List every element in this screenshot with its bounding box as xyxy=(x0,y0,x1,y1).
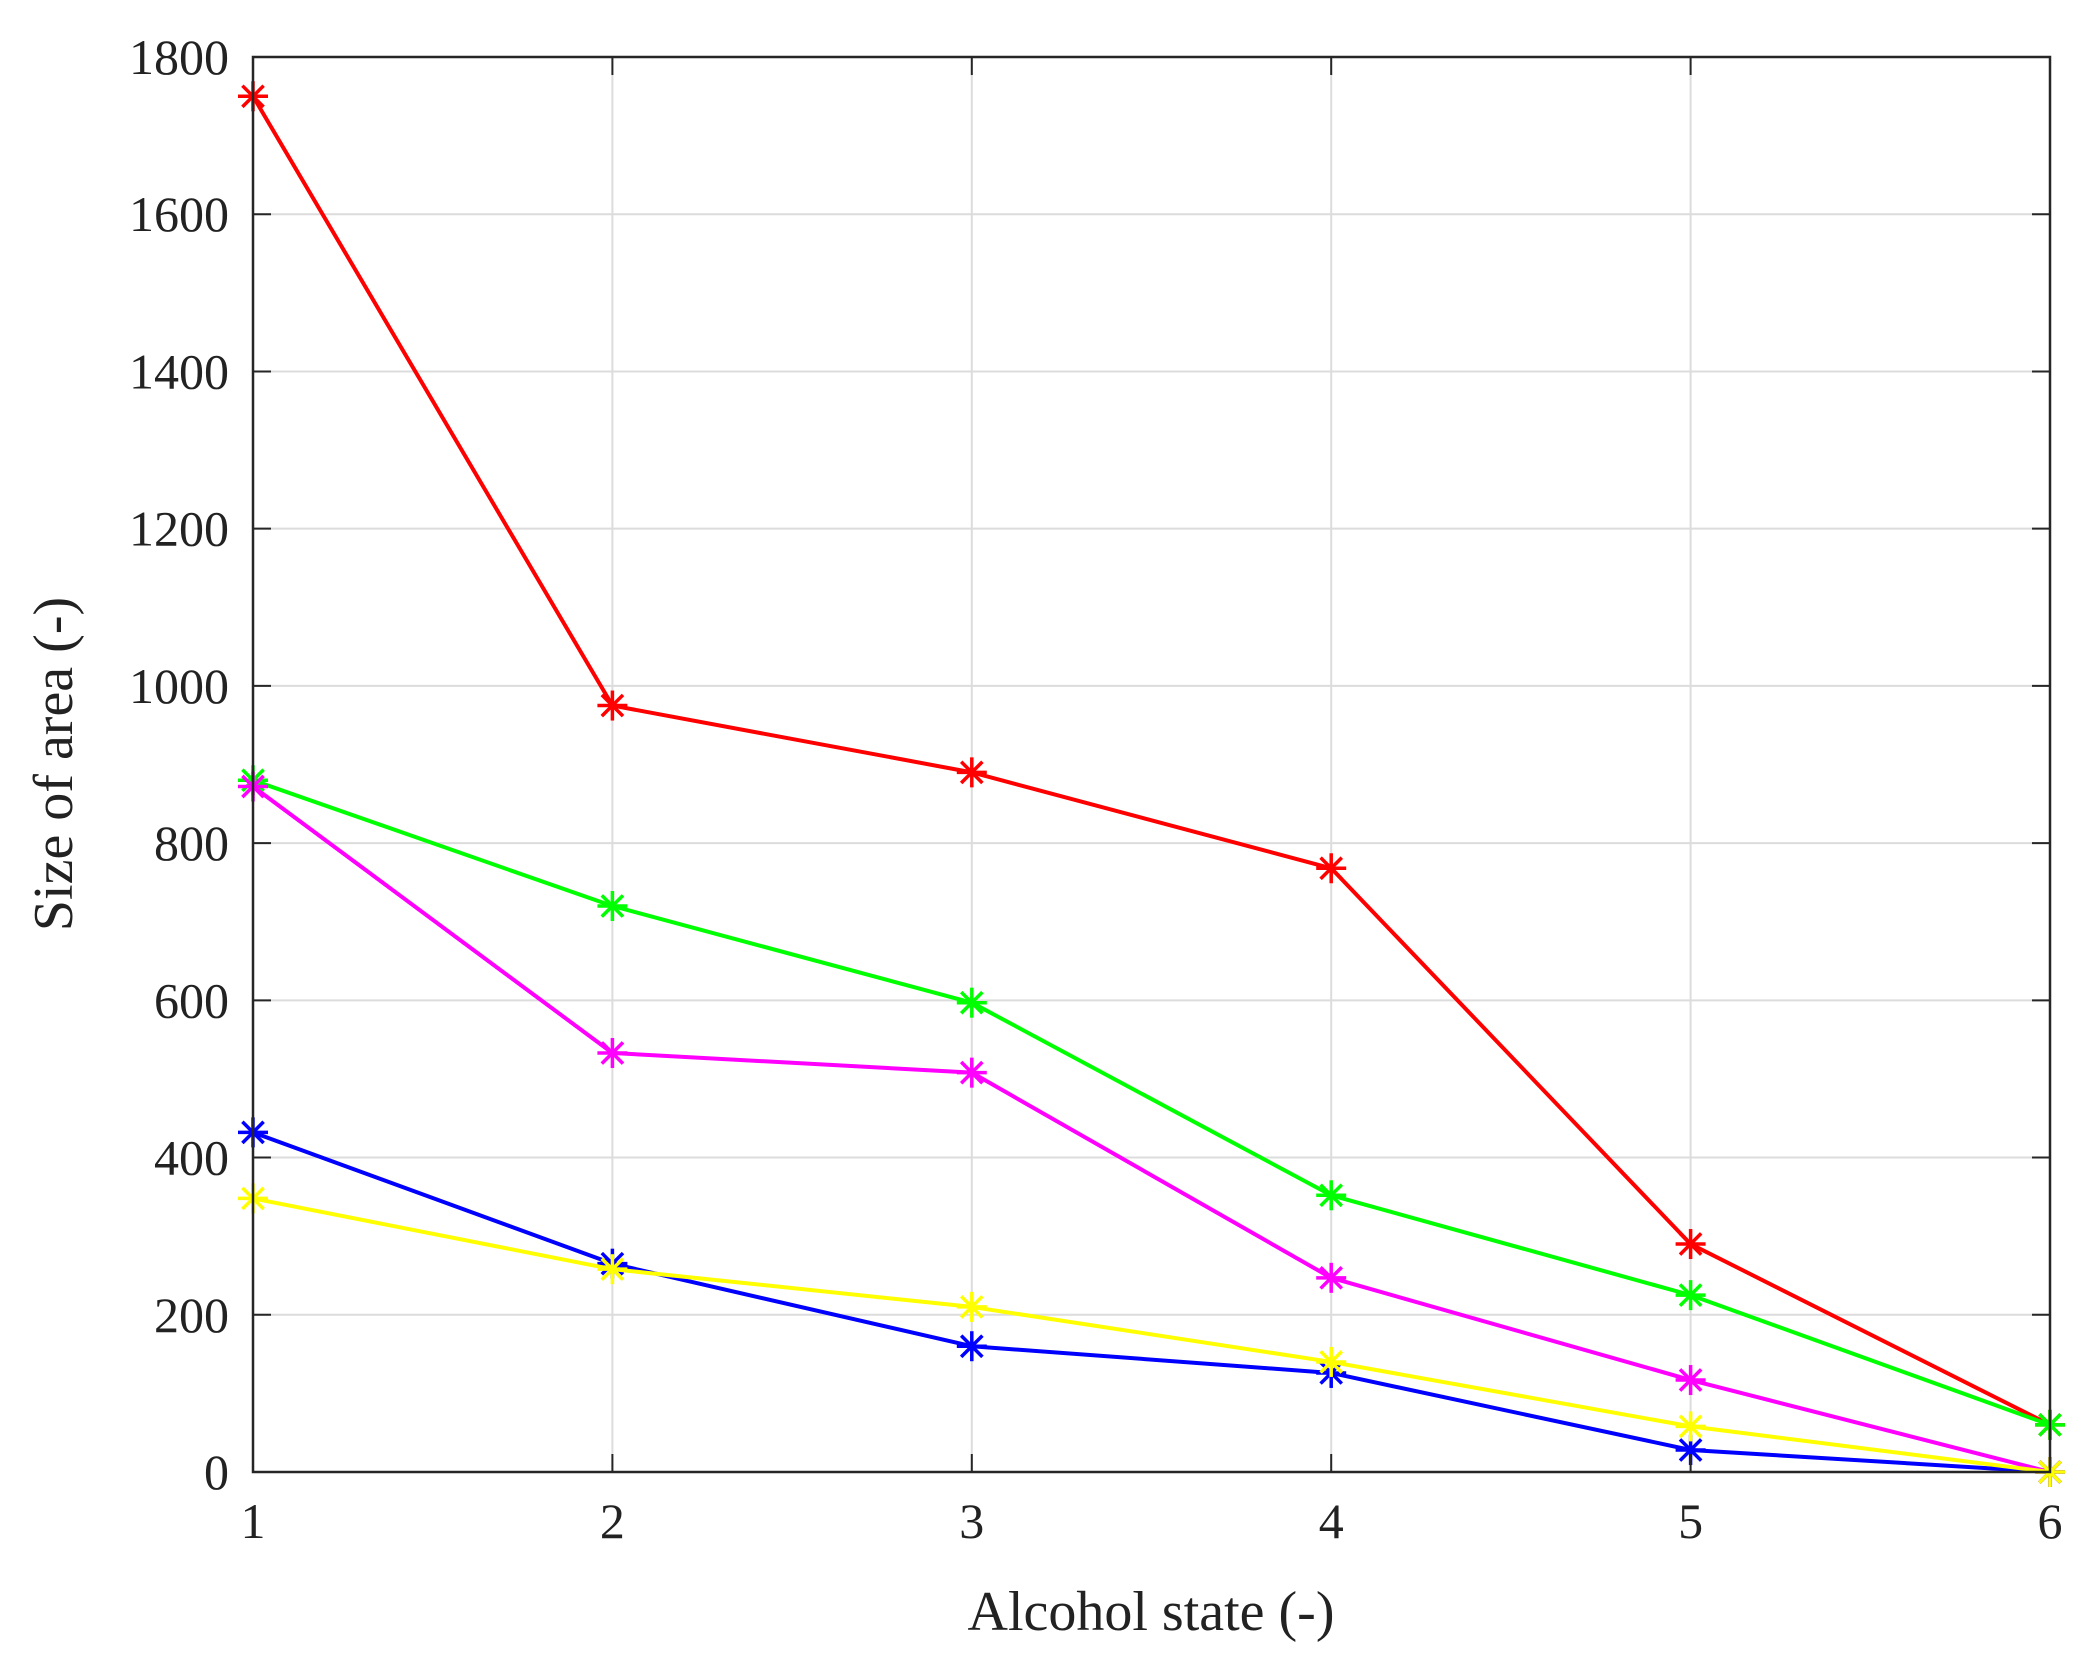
x-tick-label: 3 xyxy=(959,1493,984,1549)
data-point-marker xyxy=(1675,1365,1706,1396)
y-tick-label: 200 xyxy=(154,1287,229,1343)
y-tick-label: 600 xyxy=(154,972,229,1028)
y-tick-label: 1200 xyxy=(129,501,229,557)
data-point-marker xyxy=(597,690,628,721)
data-point-marker xyxy=(956,987,987,1018)
data-point-marker xyxy=(1316,853,1347,884)
data-point-marker xyxy=(1675,1280,1706,1311)
data-point-marker xyxy=(1316,1180,1347,1211)
data-point-marker xyxy=(956,1331,987,1362)
data-point-marker xyxy=(597,1254,628,1285)
data-point-marker xyxy=(1675,1229,1706,1260)
x-tick-label: 4 xyxy=(1319,1493,1344,1549)
data-point-marker xyxy=(597,891,628,921)
series-line-red xyxy=(251,95,2051,1427)
series-line-yellow xyxy=(252,1196,2051,1474)
y-axis-label: Size of area (-) xyxy=(23,597,85,931)
series-line-magenta xyxy=(251,784,2051,1474)
series-layer xyxy=(238,81,2065,1487)
data-point-marker xyxy=(597,1038,628,1069)
y-tick-label: 400 xyxy=(154,1130,229,1186)
data-point-marker xyxy=(1316,1262,1347,1293)
x-tick-label: 1 xyxy=(241,1493,266,1549)
y-tick-label: 0 xyxy=(204,1444,229,1500)
series-line-green xyxy=(252,778,2051,1427)
plot-frame xyxy=(251,55,2052,1474)
ticks xyxy=(252,56,2051,1473)
series-line-blue xyxy=(252,1130,2051,1474)
y-tick-label: 1000 xyxy=(129,658,229,714)
x-tick-labels: 1 2 3 4 5 6 xyxy=(241,1493,2063,1549)
series-yellow xyxy=(238,1183,2065,1487)
x-axis-label: Alcohol state (-) xyxy=(968,1581,1335,1643)
data-point-marker xyxy=(1316,1346,1347,1377)
data-point-marker xyxy=(956,1057,987,1088)
data-point-marker xyxy=(1675,1411,1706,1442)
x-tick-label: 2 xyxy=(600,1493,625,1549)
data-point-marker xyxy=(956,1291,987,1322)
plot-background xyxy=(253,57,2050,1472)
y-tick-label: 1400 xyxy=(129,343,229,399)
grid xyxy=(253,57,2050,1472)
x-tick-label: 5 xyxy=(1678,1493,1703,1549)
y-tick-label: 800 xyxy=(154,815,229,871)
x-tick-label: 6 xyxy=(2038,1493,2063,1549)
data-point-marker xyxy=(956,757,987,788)
y-tick-labels: 0 200 400 600 800 1000 1200 1400 1600 1800 xyxy=(129,29,229,1500)
y-tick-label: 1800 xyxy=(129,29,229,85)
y-tick-label: 1600 xyxy=(129,186,229,242)
